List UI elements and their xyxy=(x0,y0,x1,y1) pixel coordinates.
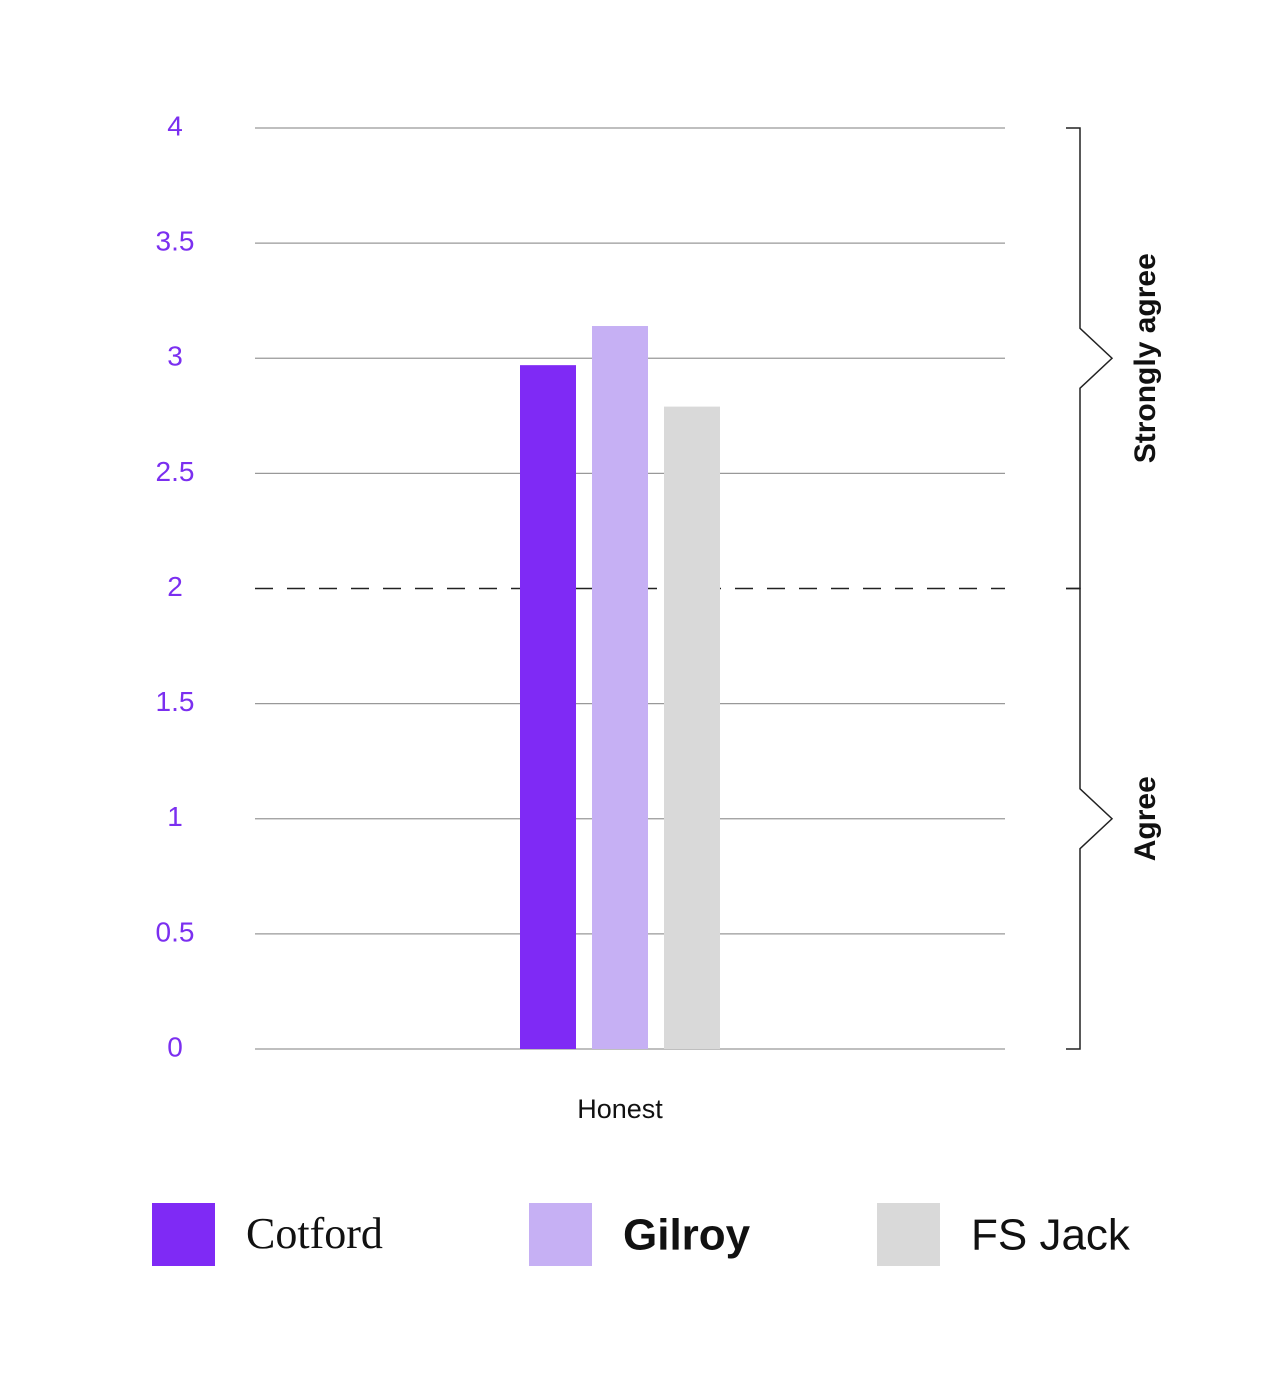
bar xyxy=(592,326,648,1049)
legend-label: FS Jack xyxy=(971,1211,1131,1260)
legend-label: Gilroy xyxy=(623,1211,751,1260)
y-tick-label: 0.5 xyxy=(156,916,195,947)
band-bracket xyxy=(1066,587,1114,1050)
y-tick-label: 3 xyxy=(167,341,183,372)
legend-swatch xyxy=(152,1203,215,1266)
legend-swatch xyxy=(877,1203,940,1266)
y-tick-label: 1.5 xyxy=(156,686,195,717)
y-tick-label: 3.5 xyxy=(156,226,195,257)
y-tick-label: 2 xyxy=(167,571,183,602)
y-tick-label: 1 xyxy=(167,801,183,832)
y-tick-label: 2.5 xyxy=(156,456,195,487)
y-tick-label: 0 xyxy=(167,1031,183,1062)
bar xyxy=(664,406,720,1049)
legend-swatch xyxy=(529,1203,592,1266)
legend-label: Cotford xyxy=(246,1209,383,1258)
band-bracket xyxy=(1066,127,1114,590)
band-label: Agree xyxy=(1129,776,1162,861)
band-label: Strongly agree xyxy=(1129,253,1162,463)
bar xyxy=(520,365,576,1050)
y-tick-label: 4 xyxy=(167,110,183,141)
x-tick-label: Honest xyxy=(577,1094,663,1124)
